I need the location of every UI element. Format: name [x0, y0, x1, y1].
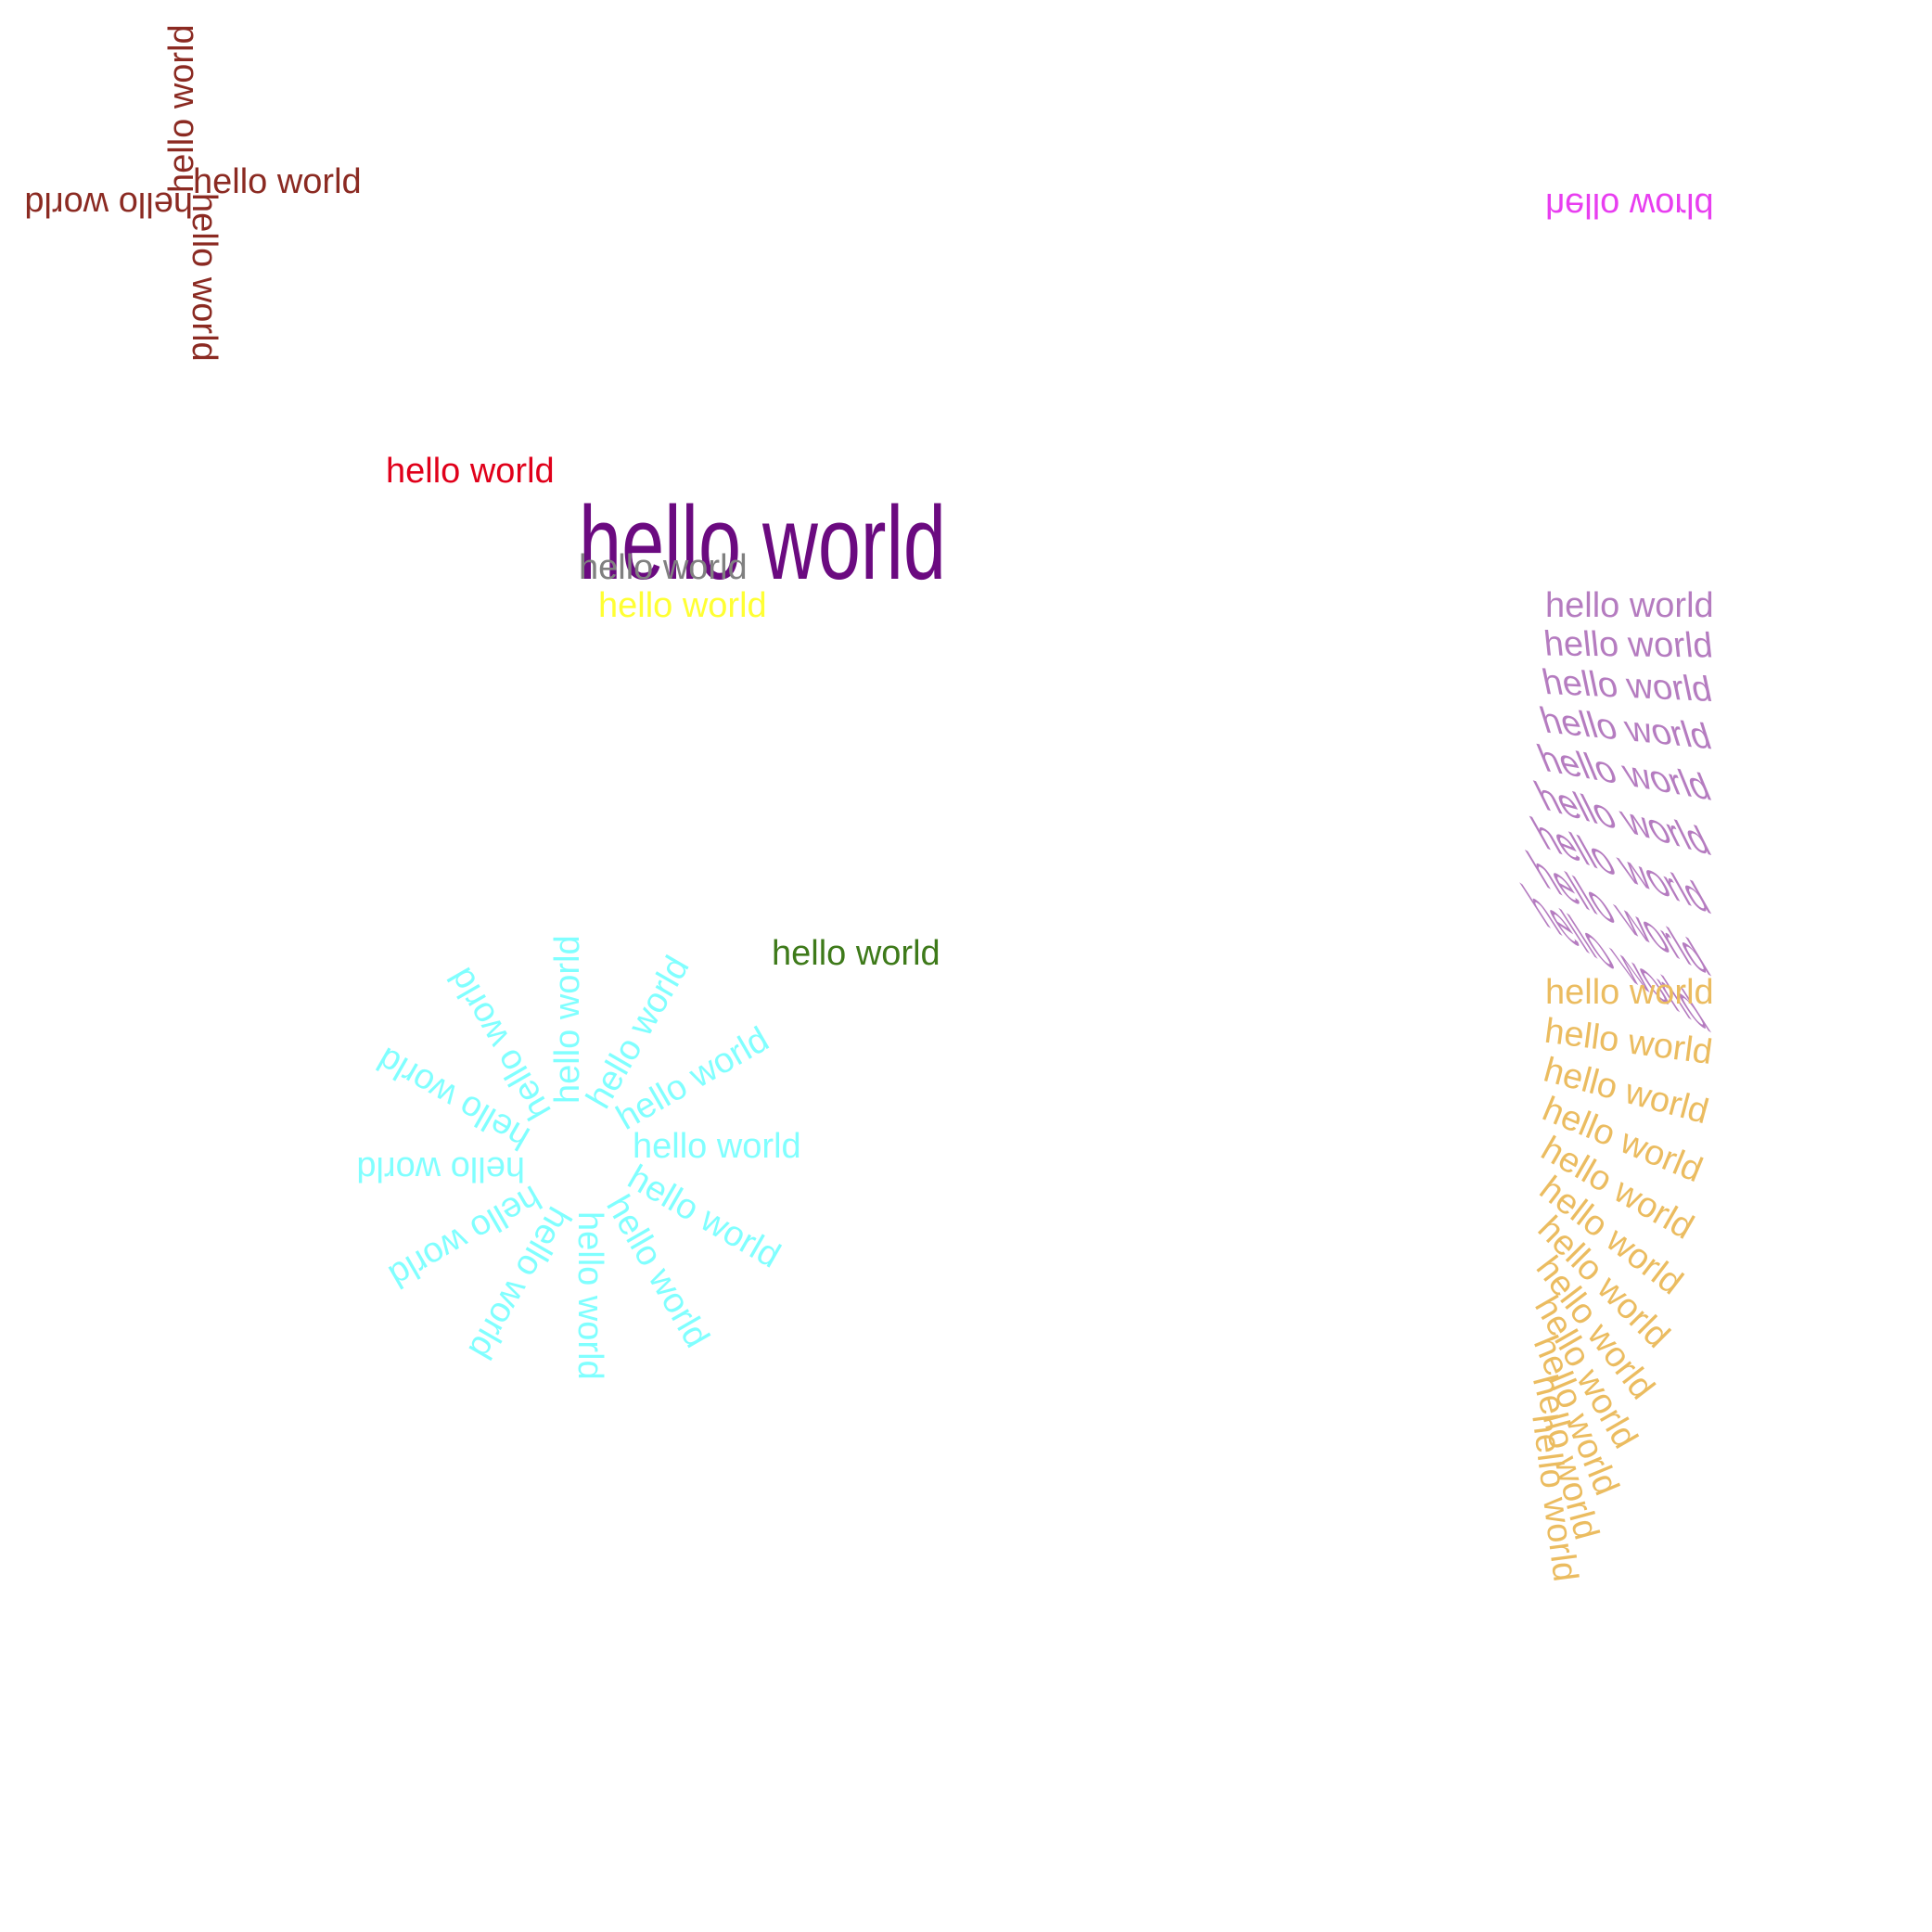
lavender-skew-text: hello world	[1545, 586, 1714, 625]
lavender-skew-text: hello world	[1539, 662, 1716, 710]
gold-fan-text: hello world	[1545, 973, 1714, 1012]
brown-cross-text: hello world	[162, 24, 201, 193]
brown-cross-text: hello world	[193, 162, 362, 201]
large-purple-text: hello world	[579, 485, 946, 601]
cyan-star-text: hello world	[570, 1211, 609, 1380]
yellow-text: hello world	[598, 586, 767, 625]
cyan-rotation-star-group: hello world hello world hello world hello w…	[356, 935, 800, 1379]
magenta-mirrored-text: hello world	[1545, 186, 1714, 224]
cyan-star-text: hello world	[548, 935, 587, 1104]
gray-overlap-text: hello world	[579, 548, 748, 587]
brown-cross-text: hello world	[24, 185, 193, 224]
cyan-star-text: hello world	[356, 1149, 525, 1188]
green-text: hello world	[772, 934, 940, 973]
magenta-mirrored-group: hello world	[1545, 186, 1714, 224]
cyan-star-text: hello world	[633, 1127, 801, 1166]
brown-cross-text: hello world	[185, 193, 224, 362]
lavender-skew-text: hello world	[1542, 624, 1714, 666]
red-text: hello world	[386, 452, 555, 491]
